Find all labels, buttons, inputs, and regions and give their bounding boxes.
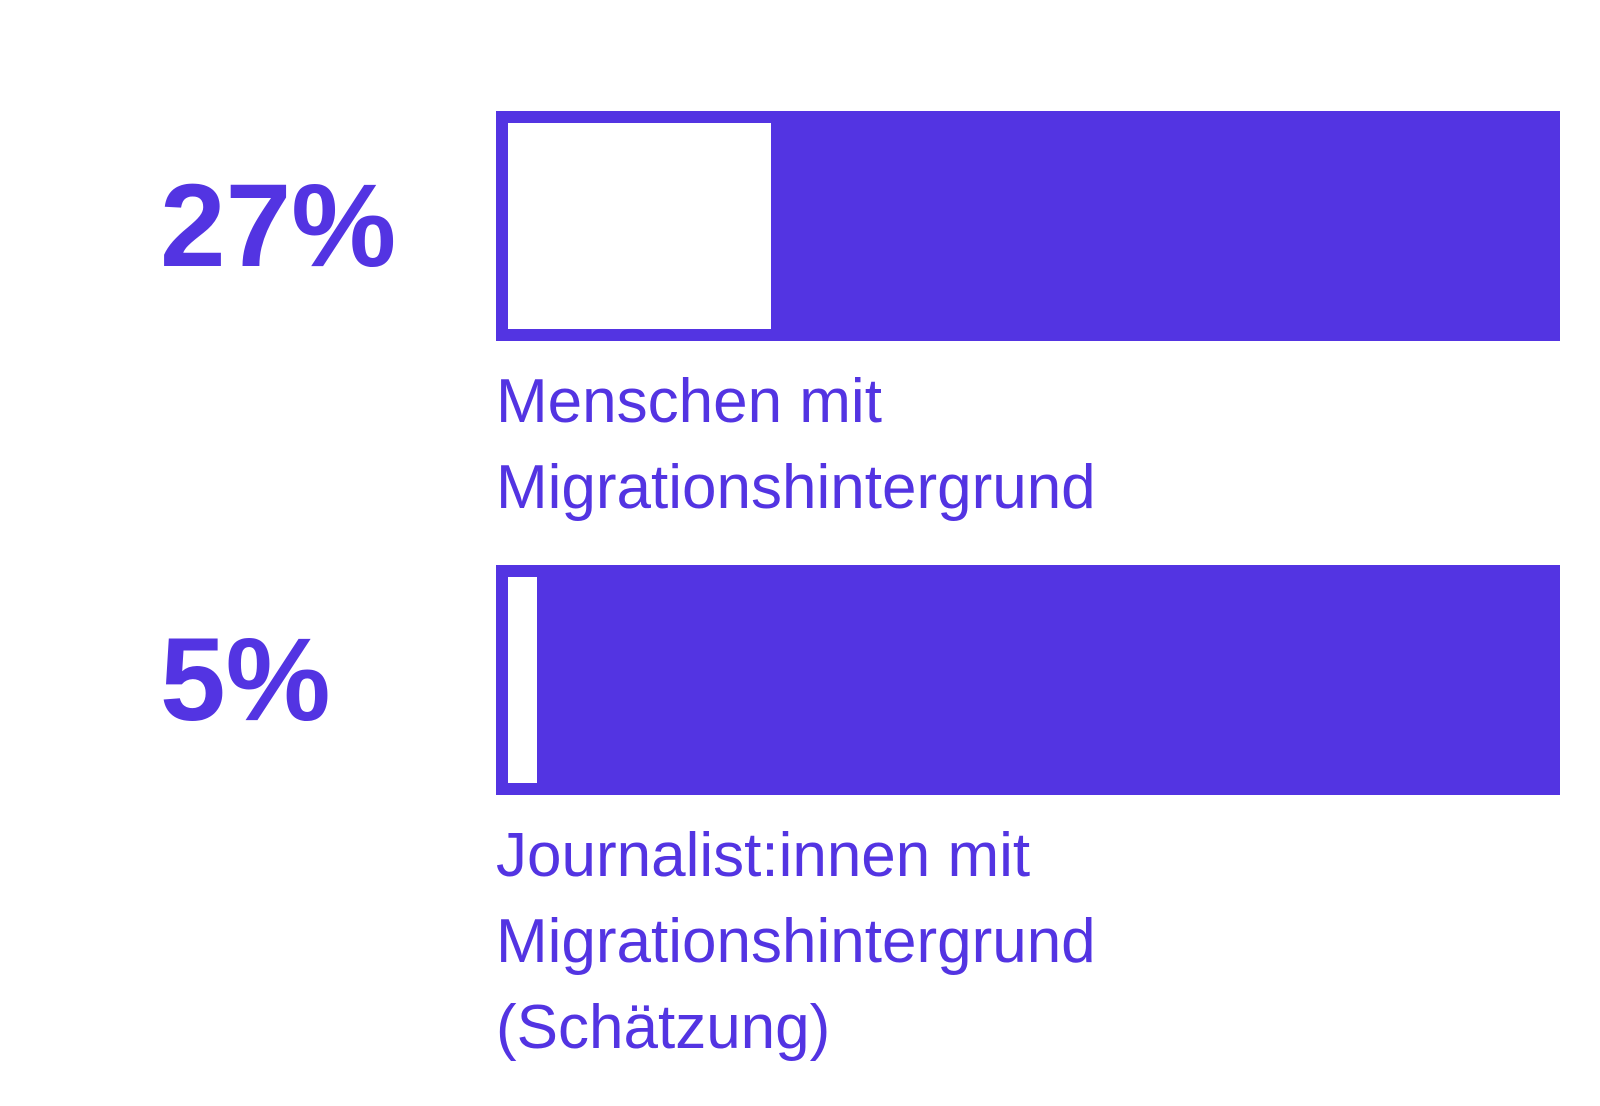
- bar: [496, 111, 784, 341]
- value-label: 27%: [160, 160, 397, 292]
- value-label: 5%: [160, 614, 331, 746]
- bar-track: [496, 565, 1560, 795]
- category-label: Journalist:innen mit Migrationshintergru…: [496, 821, 1096, 1062]
- bar: [496, 565, 550, 795]
- category-label: Menschen mit Migrationshintergrund: [496, 367, 1096, 522]
